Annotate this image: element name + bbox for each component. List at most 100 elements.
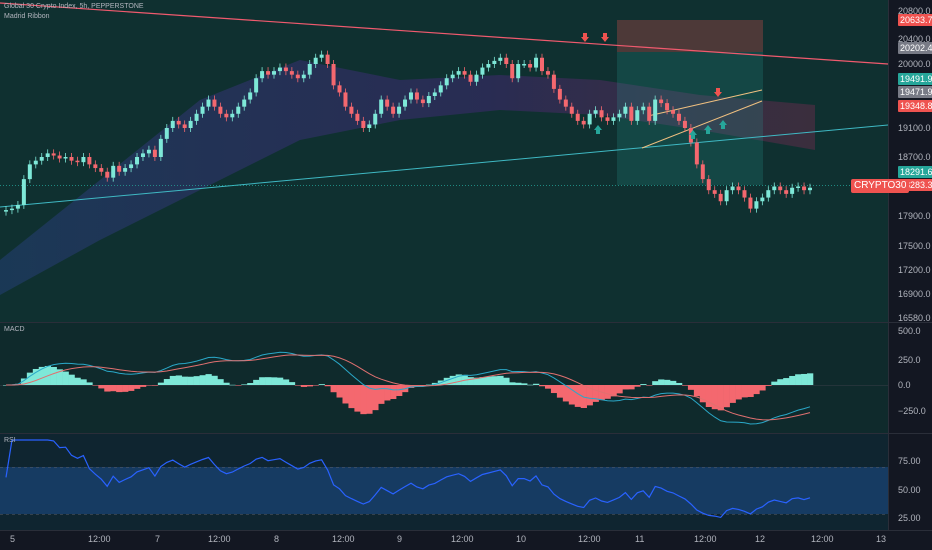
price-tick-label: 20400.0 [898,34,931,44]
sell-arrow-icon [714,88,722,97]
macd-histogram-bar [544,385,552,389]
macd-histogram-bar [282,379,290,385]
candle-body [760,197,765,202]
macd-histogram-bar [485,376,492,385]
candle-body [295,74,300,79]
macd-histogram-bar [288,382,296,385]
macd-tick-label: 0.0 [898,380,911,390]
candle-body [385,99,390,107]
candle-body [194,113,199,121]
candle-body [498,57,503,61]
candle-body [403,99,408,107]
candle-body [778,186,783,191]
macd-histogram-bar [562,385,570,402]
macd-histogram-bar [396,385,403,396]
time-tick-label: 12:00 [578,534,601,544]
candle-body [647,106,652,121]
channel-lower[interactable] [641,100,763,149]
macd-histogram-bar [390,385,397,400]
macd-tick-label: 500.0 [898,326,921,336]
candle-body [641,106,646,111]
macd-histogram-bar [539,385,546,387]
macd-signal-line [6,354,811,421]
macd-histogram-bar [366,385,373,414]
candle-body [492,60,497,64]
candle-body [254,78,259,93]
candle-body [557,88,562,100]
time-tick-label: 7 [155,534,161,544]
macd-histogram-bar [247,383,254,385]
candle-body [289,71,294,75]
candle-body [766,190,771,198]
candle-body [563,99,568,107]
candle-body [790,187,795,194]
candle-body [808,187,812,191]
candle-body [688,128,693,143]
sell-arrow-icon [581,33,589,42]
candle-body [99,168,104,172]
short-target-zone[interactable] [617,52,763,185]
macd-histogram-bar [68,374,75,385]
candle-body [665,103,670,111]
candle-body [754,201,759,209]
candle-body [146,149,151,154]
price-tag: 19471.9 [898,86,932,98]
candle-body [480,67,485,75]
candle-body [748,197,753,209]
candle-body [39,157,44,161]
price-tag: 20202.4 [898,42,932,54]
macd-histogram-bar [479,377,486,385]
macd-tick-label: 250.0 [898,355,921,365]
macd-histogram-bar [181,376,188,385]
macd-histogram-bar [533,383,540,385]
candle-body [397,106,402,114]
candle-body [361,120,366,128]
candle-body [432,92,437,96]
candle-body [236,106,241,114]
macd-histogram-bar [253,379,260,385]
time-tick-label: 12:00 [451,534,474,544]
candle-body [301,74,306,79]
macd-histogram-bar [491,376,498,385]
candle-body [117,165,122,172]
candle-body [123,168,128,172]
descending-trendline[interactable] [0,2,889,65]
candle-body [522,64,527,66]
candle-body [15,204,20,209]
buy-arrow-icon [594,125,602,134]
macd-histogram-bar [56,369,63,385]
candle-body [313,57,318,64]
macd-histogram-bar [717,385,724,411]
candle-body [736,186,741,191]
macd-histogram-bar [74,377,81,385]
macd-histogram-bar [86,382,93,385]
macd-histogram-bar [604,385,611,399]
candle-body [272,71,276,75]
candle-body [682,120,687,128]
candle-body [694,142,699,165]
macd-histogram-bar [586,385,593,406]
macd-histogram-bar [747,385,754,397]
candle-body [456,71,461,75]
time-tick-label: 12 [755,534,766,544]
candle-body [426,96,431,104]
macd-histogram-bar [521,383,528,385]
time-tick-label: 11 [635,534,645,544]
macd-histogram-bar [801,373,808,385]
candle-body [712,190,717,194]
macd-histogram-bar [32,368,40,385]
price-tick-label: 19100.0 [898,123,931,133]
candle-body [152,149,157,157]
candle-body [63,157,68,159]
macd-histogram-bar [568,385,576,405]
candles-group [4,50,812,216]
macd-histogram-bar [640,384,647,385]
ascending-trendline[interactable] [0,124,889,208]
time-tick-label: 10 [516,534,527,544]
macd-histogram-bar [336,385,343,398]
macd-histogram-bar [425,384,433,386]
macd-histogram-bar [777,379,784,385]
candle-body [9,208,14,211]
candle-body [69,157,74,161]
